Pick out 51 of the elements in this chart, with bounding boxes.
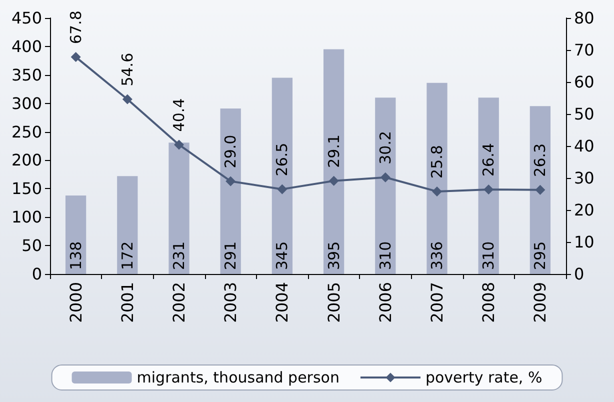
legend-label: migrants, thousand person (136, 368, 340, 386)
y2-tick-label: 70 (574, 40, 594, 60)
y-tick-label: 100 (11, 208, 42, 227)
legend-label: poverty rate, % (425, 368, 542, 386)
data-label: 29.1 (324, 134, 343, 168)
data-label: 310 (480, 241, 498, 270)
data-label: 26.4 (480, 143, 498, 177)
y-tick-label: 300 (11, 94, 42, 113)
data-label: 310 (376, 241, 394, 270)
y-tick-label: 50 (22, 236, 42, 256)
data-label: 29.0 (222, 134, 240, 168)
y-tick-label: 250 (11, 122, 42, 142)
x-tick-label: 2007 (428, 282, 446, 323)
y-tick-label: 0 (32, 264, 42, 284)
x-tick-label: 2005 (324, 282, 344, 323)
data-label: 67.8 (66, 10, 85, 44)
y2-tick-label: 40 (574, 136, 594, 156)
data-label: 345 (273, 241, 292, 270)
data-label: 336 (428, 241, 446, 270)
x-tick-label: 2002 (170, 282, 188, 323)
y2-tick-label: 30 (574, 168, 594, 188)
y-tick-label: 150 (11, 179, 42, 198)
x-tick-label: 2008 (479, 282, 498, 323)
y2-tick-label: 50 (574, 104, 594, 124)
y2-tick-label: 10 (574, 232, 594, 252)
y-tick-label: 350 (11, 65, 42, 84)
y-tick-label: 450 (11, 8, 42, 28)
y-tick-label: 400 (11, 36, 42, 56)
data-label: 291 (222, 241, 240, 270)
data-label: 25.8 (428, 145, 446, 178)
y2-tick-label: 20 (574, 200, 594, 220)
data-label: 231 (170, 241, 188, 270)
y-tick-label: 200 (11, 150, 42, 170)
data-label: 54.6 (118, 52, 136, 86)
x-tick-label: 2000 (66, 282, 86, 323)
x-tick-label: 2009 (530, 282, 550, 323)
x-tick-label: 2006 (376, 282, 395, 323)
data-label: 395 (324, 241, 343, 270)
x-tick-label: 2001 (118, 282, 137, 323)
data-label: 40.4 (170, 98, 188, 132)
x-tick-label: 2003 (221, 282, 240, 323)
y2-tick-label: 80 (574, 8, 594, 28)
x-tick-label: 2004 (272, 282, 292, 323)
data-label: 30.2 (376, 130, 394, 164)
data-label: 138 (66, 241, 85, 270)
y2-tick-label: 60 (574, 72, 594, 92)
data-label: 172 (118, 241, 136, 270)
data-label: 26.5 (273, 142, 292, 176)
data-label: 26.3 (531, 143, 550, 177)
data-label: 295 (531, 241, 550, 270)
y2-tick-label: 0 (574, 264, 584, 284)
